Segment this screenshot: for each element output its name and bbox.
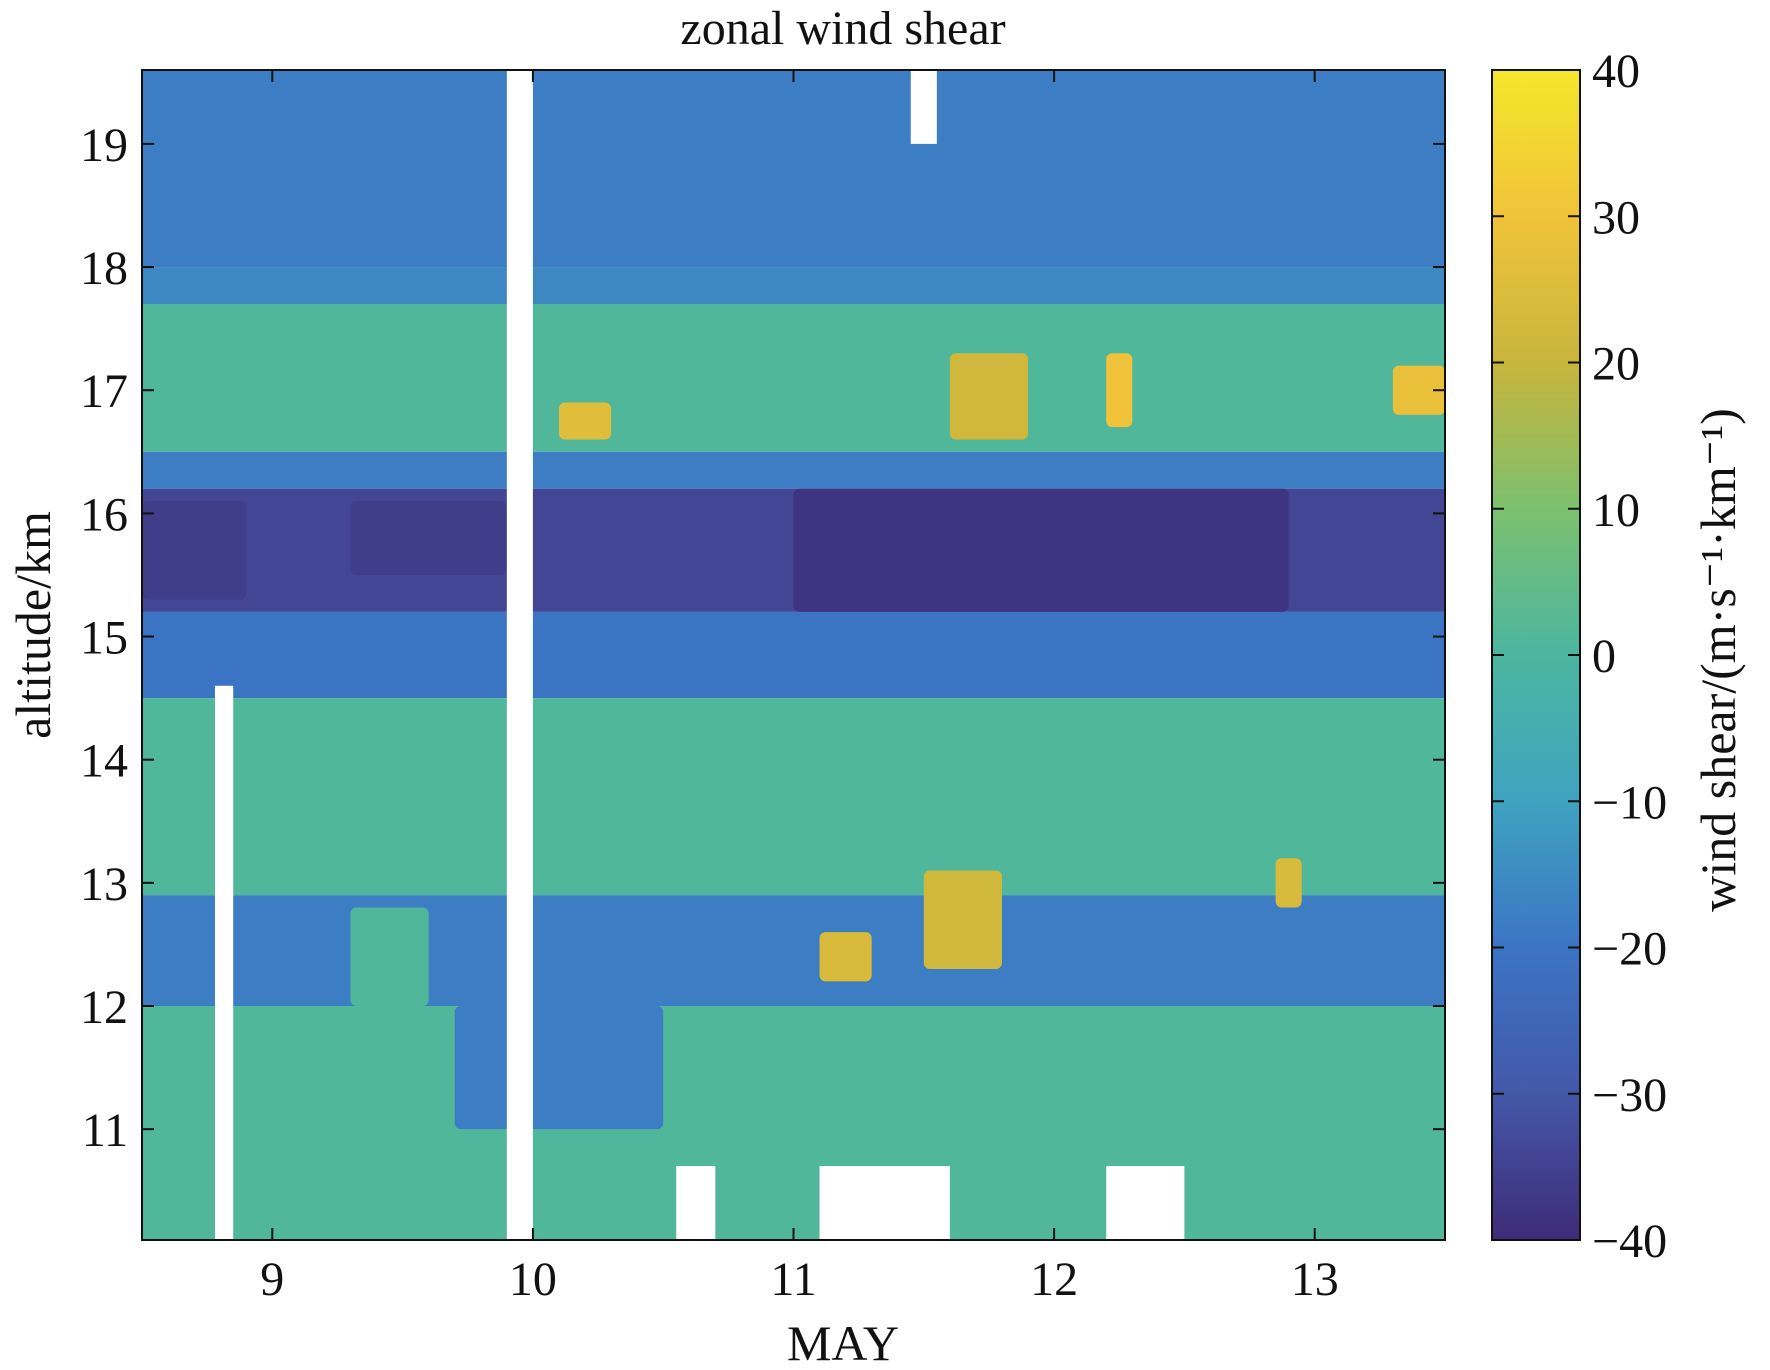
x-axis-label: MAY (787, 1315, 899, 1370)
shear-patch (793, 488, 1289, 612)
y-tick-label: 15 (80, 612, 128, 665)
colorbar-tick-label: 30 (1592, 191, 1640, 244)
shear-patch (819, 932, 872, 982)
colorbar: 40 30 20 10 0 −10 −20 −30 −40 (1491, 45, 1667, 1268)
colorbar-tick-label: 0 (1592, 630, 1616, 683)
missing-data-gap (214, 685, 234, 1240)
colorbar-tick-label: 20 (1592, 338, 1640, 391)
shear-band (142, 611, 1445, 699)
shear-band (142, 698, 1445, 896)
y-tick-label: 17 (80, 365, 128, 418)
x-tick-label: 13 (1291, 1253, 1339, 1306)
missing-data-gap (819, 1166, 950, 1240)
shear-band (142, 451, 1445, 489)
y-axis-ticks: 11 12 13 14 15 16 17 18 19 (80, 119, 1445, 1157)
shear-patch (350, 501, 507, 575)
colorbar-label: wind shear/(m·s⁻¹·km⁻¹) (1690, 408, 1746, 912)
colorbar-tick-label: −30 (1592, 1069, 1667, 1122)
shear-band (142, 70, 1445, 268)
x-axis-ticks: 9 10 11 12 13 (260, 70, 1339, 1306)
shear-patch (454, 1006, 664, 1130)
x-tick-label: 11 (770, 1253, 816, 1306)
x-tick-label: 10 (509, 1253, 557, 1306)
shear-patch (142, 501, 247, 600)
colorbar-tick-label: −20 (1592, 923, 1667, 976)
y-tick-label: 14 (80, 735, 128, 788)
y-axis-label: altitude/km (5, 511, 61, 739)
x-tick-label: 12 (1030, 1253, 1078, 1306)
y-tick-label: 18 (80, 242, 128, 295)
chart-title: zonal wind shear (680, 2, 1005, 55)
y-tick-label: 12 (80, 981, 128, 1034)
missing-data-gap (1106, 1166, 1185, 1240)
heatmap-plot-area (142, 70, 1445, 1240)
y-tick-label: 13 (80, 858, 128, 911)
shear-patch (949, 353, 1029, 440)
missing-data-gap (676, 1166, 716, 1240)
colorbar-tick-label: 10 (1592, 484, 1640, 537)
missing-data-gap (506, 70, 533, 1240)
colorbar-gradient (1491, 69, 1581, 1241)
shear-patch (1392, 365, 1445, 415)
colorbar-tick-label: −40 (1592, 1215, 1667, 1268)
shear-patch (1275, 858, 1302, 908)
shear-patch (1106, 353, 1133, 428)
shear-band (142, 267, 1445, 304)
missing-data-gap (910, 70, 937, 144)
shear-patch (923, 870, 1002, 970)
colorbar-tick-label: 40 (1592, 45, 1640, 98)
y-tick-label: 16 (80, 488, 128, 541)
shear-patch (558, 402, 612, 440)
x-tick-label: 9 (260, 1253, 284, 1306)
y-tick-label: 11 (82, 1104, 128, 1157)
shear-patch (350, 907, 429, 1006)
shear-band (142, 1006, 1445, 1240)
y-tick-label: 19 (80, 119, 128, 172)
colorbar-tick-label: −10 (1592, 776, 1667, 829)
shear-band (142, 304, 1445, 452)
shear-band (142, 895, 1445, 1006)
